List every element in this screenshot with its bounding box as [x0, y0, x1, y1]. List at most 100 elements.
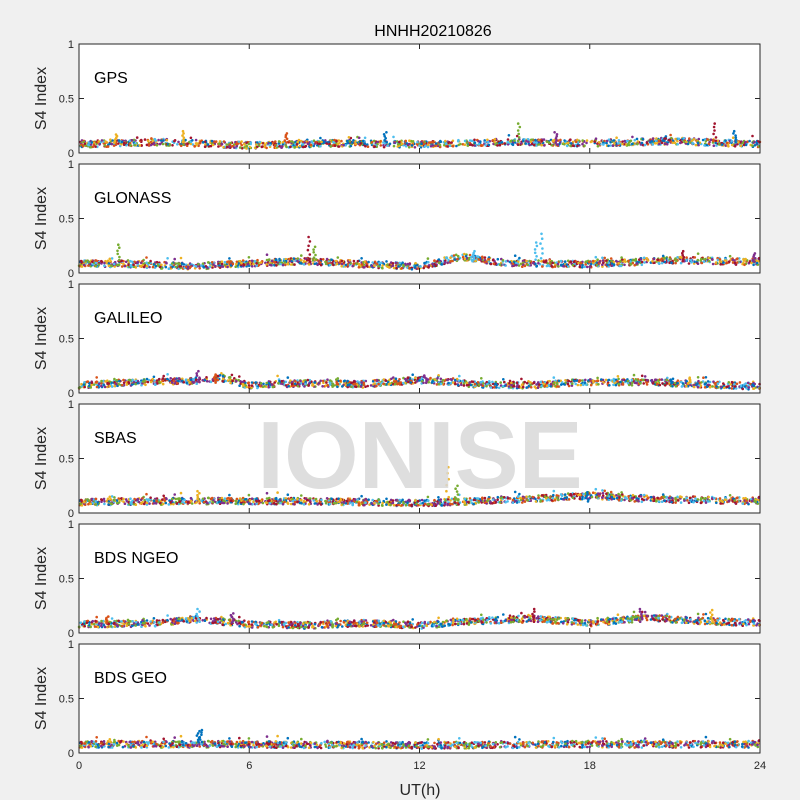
data-point [228, 493, 231, 497]
data-point [454, 382, 457, 386]
data-point [467, 256, 471, 260]
data-point [270, 383, 274, 386]
data-point [624, 260, 627, 264]
data-point [640, 374, 644, 378]
data-point [594, 487, 598, 491]
data-point [721, 143, 724, 146]
data-point [293, 263, 296, 266]
data-point [155, 379, 159, 382]
data-point [411, 373, 415, 377]
data-point [118, 379, 121, 383]
data-point [265, 263, 269, 266]
data-point [309, 143, 313, 147]
data-point [712, 144, 716, 147]
data-point [693, 260, 696, 264]
data-point [276, 374, 279, 378]
data-point [145, 256, 148, 259]
data-point [747, 386, 751, 389]
data-point [284, 263, 287, 267]
spike-point [517, 132, 520, 136]
data-point [657, 139, 661, 143]
data-point [235, 145, 238, 148]
data-point [355, 262, 359, 265]
data-point [473, 144, 477, 147]
data-point [321, 379, 325, 383]
data-point [209, 144, 213, 148]
data-point [359, 385, 363, 388]
data-point [351, 141, 354, 144]
spike-point [197, 369, 200, 373]
panel-label: GALILEO [94, 310, 162, 327]
data-point [245, 147, 248, 150]
data-point [324, 260, 327, 264]
data-point [100, 498, 103, 501]
data-point [394, 380, 398, 383]
data-point [94, 259, 98, 262]
data-point [104, 380, 107, 383]
data-point [580, 379, 584, 382]
data-point [241, 382, 244, 386]
data-point [537, 261, 540, 265]
data-point [724, 139, 727, 142]
data-point [681, 384, 684, 388]
data-point [755, 141, 759, 145]
data-point [509, 139, 513, 143]
data-point [422, 381, 425, 385]
y-tick-label: 0.5 [59, 334, 74, 346]
spike-point [712, 132, 715, 136]
data-point [578, 265, 582, 269]
data-point [164, 261, 168, 264]
data-point [480, 377, 483, 380]
data-point [485, 260, 488, 263]
data-point [473, 138, 476, 142]
data-point [543, 384, 547, 388]
data-point [569, 260, 572, 264]
data-point [354, 385, 358, 389]
spike-point [311, 259, 315, 262]
data-point [367, 260, 370, 264]
data-point [470, 139, 474, 143]
data-point [203, 379, 207, 382]
data-point [591, 259, 595, 263]
spike-point [312, 251, 316, 254]
data-point [283, 261, 287, 264]
data-point [352, 383, 355, 386]
data-point [748, 139, 751, 143]
data-point [682, 136, 686, 140]
data-point [726, 144, 730, 147]
data-point [431, 141, 435, 144]
data-point [515, 381, 519, 385]
data-point [306, 378, 310, 382]
data-point [319, 144, 322, 148]
data-point [511, 262, 515, 266]
data-point [436, 260, 439, 263]
spike-point [195, 372, 198, 375]
data-point [660, 378, 664, 381]
data-point [593, 140, 596, 143]
spike-point [681, 259, 684, 263]
data-point [696, 141, 700, 145]
data-point [336, 142, 340, 146]
data-point [407, 146, 411, 149]
data-point [87, 264, 90, 267]
data-point [469, 143, 473, 146]
data-point [170, 381, 174, 384]
data-point [461, 380, 465, 383]
data-point [346, 141, 350, 145]
data-point [273, 260, 276, 264]
data-point [204, 143, 207, 146]
data-point [610, 262, 614, 265]
data-point [328, 263, 332, 267]
data-point [340, 264, 344, 268]
data-point [629, 262, 633, 266]
data-point [574, 140, 578, 144]
data-point [132, 263, 135, 267]
data-point [274, 140, 277, 143]
spike-point [535, 254, 538, 258]
data-point [688, 137, 691, 140]
data-point [193, 144, 196, 148]
data-point [737, 141, 740, 144]
data-point [426, 145, 430, 149]
data-point [328, 142, 331, 146]
data-point [627, 383, 631, 387]
